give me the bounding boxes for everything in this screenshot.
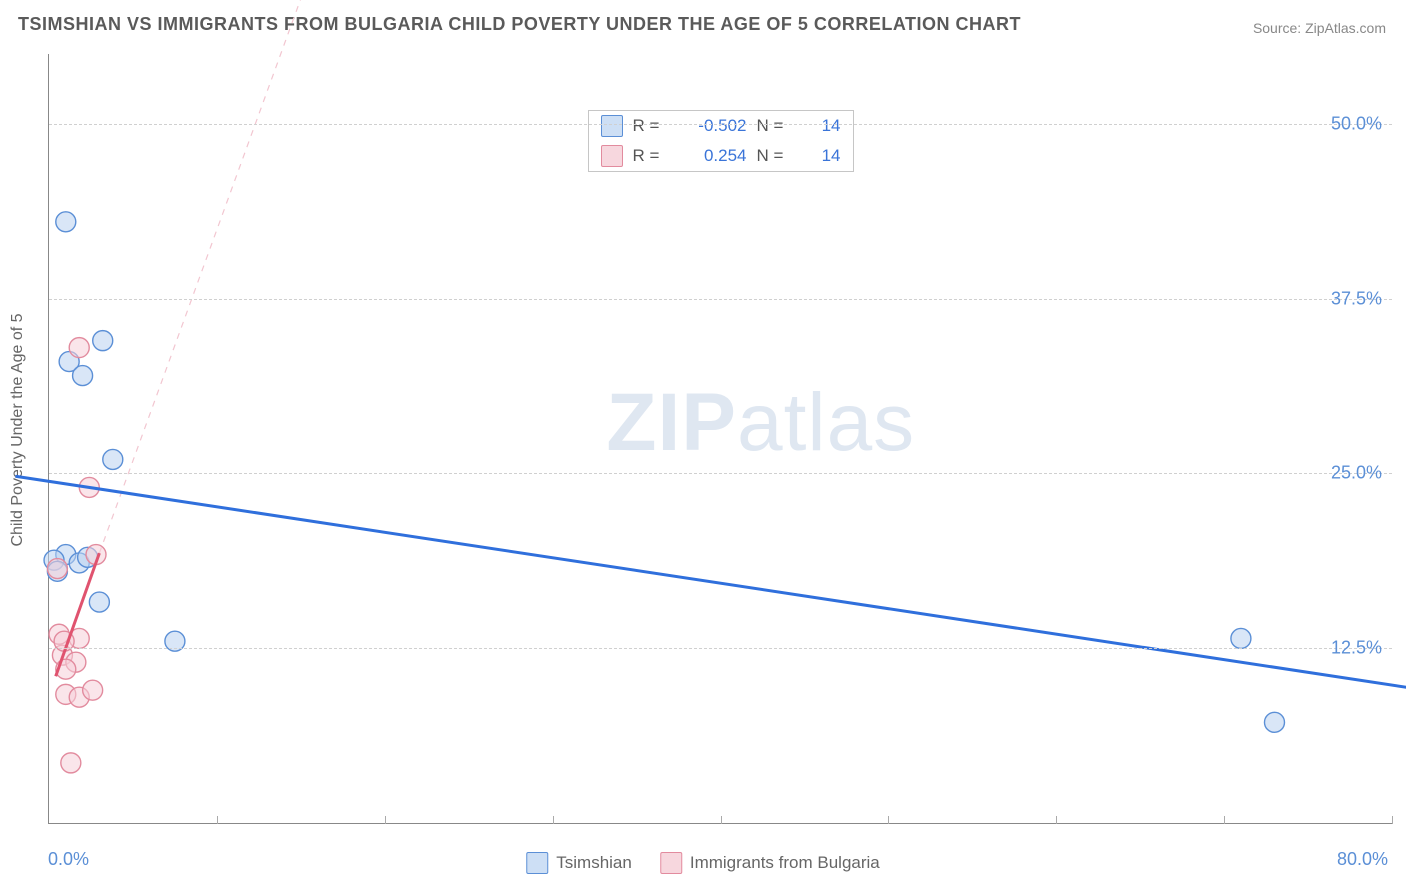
legend-series: Tsimshian Immigrants from Bulgaria: [526, 852, 879, 874]
swatch-pink-icon: [601, 145, 623, 167]
swatch-blue-icon: [526, 852, 548, 874]
swatch-blue-icon: [601, 115, 623, 137]
chart-title: TSIMSHIAN VS IMMIGRANTS FROM BULGARIA CH…: [18, 14, 1021, 35]
plot-area: ZIPatlas R = -0.502 N = 14 R = 0.254 N =…: [48, 54, 1392, 824]
y-tick-label: 12.5%: [1331, 638, 1382, 659]
source-text: Source: ZipAtlas.com: [1253, 20, 1386, 36]
x-max-label: 80.0%: [1337, 849, 1388, 870]
y-axis-label: Child Poverty Under the Age of 5: [9, 313, 27, 546]
y-tick-label: 37.5%: [1331, 288, 1382, 309]
legend-item-bulgaria: Immigrants from Bulgaria: [660, 852, 880, 874]
legend-correlation: R = -0.502 N = 14 R = 0.254 N = 14: [588, 110, 854, 172]
legend-item-tsimshian: Tsimshian: [526, 852, 632, 874]
swatch-pink-icon: [660, 852, 682, 874]
legend-row-tsimshian: R = -0.502 N = 14: [589, 111, 853, 141]
legend-row-bulgaria: R = 0.254 N = 14: [589, 141, 853, 171]
y-tick-label: 25.0%: [1331, 463, 1382, 484]
x-min-label: 0.0%: [48, 849, 89, 870]
y-tick-label: 50.0%: [1331, 113, 1382, 134]
